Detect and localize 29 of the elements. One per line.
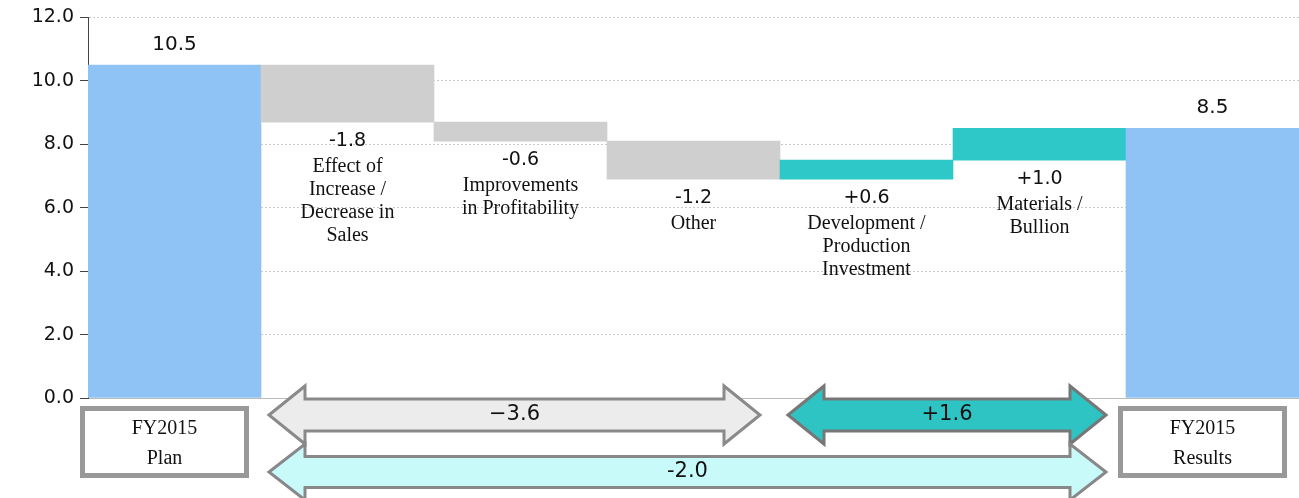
bar xyxy=(1125,128,1299,398)
x-tick-label: Effect of Increase / Decrease in Sales xyxy=(299,154,396,247)
y-tick-label: 4.0 xyxy=(43,258,74,281)
x-tick-label: FY2015 Results xyxy=(1168,415,1237,470)
y-tick-label: 10.0 xyxy=(31,67,74,90)
y-tick-label: 12.0 xyxy=(31,4,74,27)
text: −3.6 xyxy=(488,401,541,425)
data-label: 8.5 xyxy=(1195,94,1230,119)
data-label: 10.5 xyxy=(151,30,198,55)
bar xyxy=(952,128,1127,161)
y-tick-label: 6.0 xyxy=(43,194,74,217)
y-tick-label: 2.0 xyxy=(43,321,74,344)
text: -2.0 xyxy=(666,458,709,482)
y-tick-label: 0.0 xyxy=(43,384,74,407)
data-label: +1.0 xyxy=(1015,165,1064,191)
data-label: -0.6 xyxy=(500,146,541,172)
y-tick-label: 8.0 xyxy=(43,131,74,154)
x-tick-label: Materials / Bullion xyxy=(995,192,1084,239)
bar xyxy=(88,64,262,398)
x-tick-label: Development / Production Investment xyxy=(806,211,927,281)
data-label: -1.2 xyxy=(673,184,714,210)
x-tick-label: Other xyxy=(669,211,718,235)
x-tick-label: Improvements in Profitability xyxy=(460,173,581,220)
bar xyxy=(779,159,954,180)
x-tick-label: FY2015 Plan xyxy=(130,415,199,470)
data-label: -1.8 xyxy=(327,127,368,153)
data-label: +0.6 xyxy=(842,184,891,210)
bar xyxy=(433,121,608,142)
text: +1.6 xyxy=(920,401,974,425)
